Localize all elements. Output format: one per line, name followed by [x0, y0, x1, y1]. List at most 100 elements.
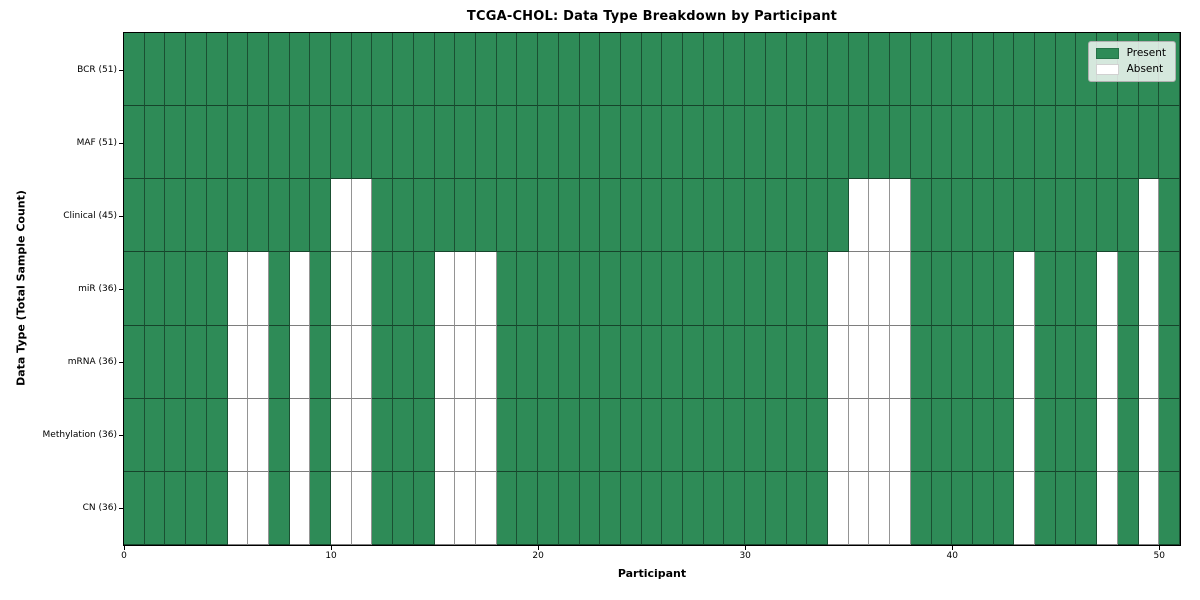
heatmap-cell — [724, 325, 746, 399]
heatmap-cell — [144, 179, 166, 253]
heatmap-cell — [372, 325, 394, 399]
heatmap-cell — [393, 471, 414, 545]
heatmap-cell — [931, 252, 953, 326]
heatmap-cell — [807, 179, 828, 253]
heatmap-cell — [683, 106, 704, 180]
heatmap-cell — [455, 325, 476, 399]
heatmap-cell — [972, 398, 994, 472]
heatmap-cell — [144, 325, 166, 399]
heatmap-cell — [1055, 325, 1077, 399]
heatmap-cell — [765, 179, 787, 253]
heatmap-cell — [952, 33, 973, 107]
heatmap-cell — [579, 33, 601, 107]
legend-label-present: Present — [1126, 47, 1166, 59]
heatmap-cell — [620, 106, 642, 180]
heatmap-cell — [579, 252, 601, 326]
heatmap-cell — [558, 252, 580, 326]
x-axis-label: Participant — [617, 567, 687, 580]
heatmap-cell — [248, 106, 269, 180]
heatmap-cell — [1055, 398, 1077, 472]
heatmap-cell — [993, 325, 1015, 399]
heatmap-cell — [869, 398, 891, 472]
y-tick-mark — [119, 362, 123, 364]
heatmap-cell — [745, 179, 766, 253]
heatmap-cell — [1076, 179, 1098, 253]
heatmap-cell — [455, 252, 476, 326]
heatmap-cell — [1159, 179, 1180, 253]
heatmap-cell — [538, 33, 559, 107]
heatmap-cell — [869, 33, 891, 107]
heatmap-cell — [476, 33, 497, 107]
plot-area: Present Absent — [123, 32, 1181, 546]
heatmap-cell — [434, 33, 456, 107]
heatmap-cell — [620, 179, 642, 253]
y-tick-label: BCR (51) — [77, 64, 117, 75]
heatmap-cell — [620, 325, 642, 399]
heatmap-cell — [993, 398, 1015, 472]
heatmap-cell — [620, 33, 642, 107]
heatmap-cell — [869, 179, 891, 253]
heatmap-cell — [1138, 398, 1160, 472]
heatmap-cell — [683, 325, 704, 399]
x-tick-mark — [745, 545, 747, 550]
heatmap-cell — [248, 252, 269, 326]
heatmap-cell — [1035, 252, 1056, 326]
heatmap-cell — [890, 471, 911, 545]
heatmap-cell — [786, 106, 808, 180]
y-tick-label: Clinical (45) — [63, 210, 117, 221]
heatmap-cell — [517, 252, 539, 326]
heatmap-cell — [186, 33, 207, 107]
heatmap-cell — [683, 179, 704, 253]
heatmap-cell — [393, 179, 414, 253]
x-tick-label: 40 — [946, 551, 958, 561]
heatmap-cell — [289, 325, 311, 399]
heatmap-cell — [786, 179, 808, 253]
heatmap-cell — [579, 325, 601, 399]
heatmap-cell — [1014, 325, 1036, 399]
heatmap-cell — [455, 33, 476, 107]
heatmap-cell — [786, 398, 808, 472]
heatmap-cell — [206, 471, 228, 545]
heatmap-cell — [765, 106, 787, 180]
heatmap-cell — [848, 471, 870, 545]
heatmap-cell — [351, 398, 373, 472]
heatmap-cell — [331, 106, 352, 180]
heatmap-cell — [1035, 471, 1056, 545]
heatmap-cell — [869, 252, 891, 326]
heatmap-cell — [931, 398, 953, 472]
x-tick-mark — [952, 545, 954, 550]
heatmap-cell — [558, 471, 580, 545]
heatmap-cell — [186, 252, 207, 326]
heatmap-cell — [600, 33, 621, 107]
heatmap-cell — [227, 179, 249, 253]
heatmap-cell — [807, 325, 828, 399]
heatmap-cell — [579, 106, 601, 180]
heatmap-cell — [517, 179, 539, 253]
heatmap-cell — [434, 325, 456, 399]
heatmap-cell — [558, 33, 580, 107]
heatmap-cell — [869, 106, 891, 180]
heatmap-cell — [890, 179, 911, 253]
heatmap-cell — [1076, 106, 1098, 180]
heatmap-cell — [206, 252, 228, 326]
heatmap-cell — [538, 398, 559, 472]
heatmap-cell — [289, 252, 311, 326]
heatmap-cell — [496, 471, 518, 545]
heatmap-cell — [1014, 471, 1036, 545]
heatmap-cell — [1035, 33, 1056, 107]
heatmap-cell — [683, 398, 704, 472]
heatmap-cell — [662, 179, 684, 253]
heatmap-cell — [144, 106, 166, 180]
heatmap-cell — [1055, 252, 1077, 326]
x-tick-mark — [538, 545, 540, 550]
heatmap-cell — [703, 471, 725, 545]
heatmap-cell — [413, 33, 435, 107]
heatmap-cell — [1076, 398, 1098, 472]
heatmap-cell — [1138, 106, 1160, 180]
heatmap-cell — [248, 471, 269, 545]
heatmap-cell — [952, 179, 973, 253]
heatmap-cell — [579, 398, 601, 472]
heatmap-cell — [828, 398, 849, 472]
heatmap-cell — [848, 179, 870, 253]
heatmap-cell — [206, 398, 228, 472]
